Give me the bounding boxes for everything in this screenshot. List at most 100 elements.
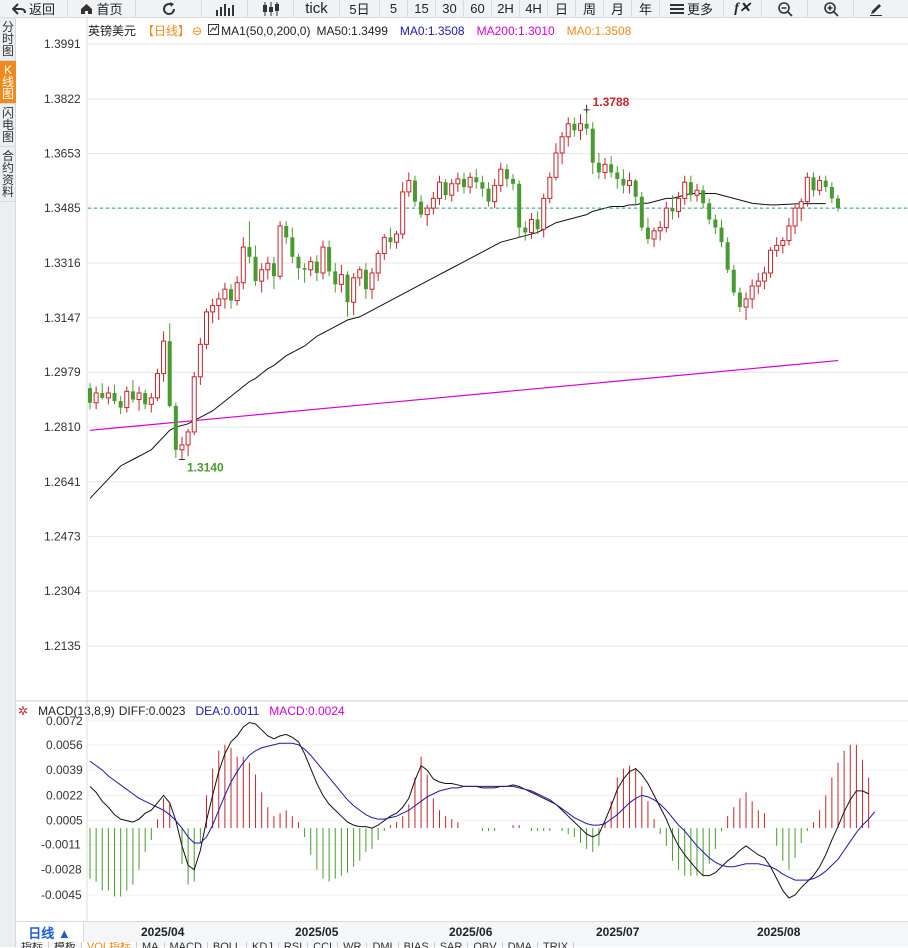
candle — [504, 164, 509, 188]
indicator-tab[interactable]: 模板 — [49, 942, 82, 948]
period-2h[interactable]: 2H — [492, 0, 520, 18]
period-year[interactable]: 年 — [632, 0, 660, 18]
candle-body — [565, 123, 571, 138]
candle — [719, 219, 724, 248]
indicator-tab[interactable]: VOL指标 — [82, 942, 138, 948]
more-button[interactable]: 更多 — [660, 0, 724, 18]
period-month[interactable]: 月 — [604, 0, 632, 18]
candle-body — [829, 187, 834, 199]
period-4h[interactable]: 4H — [520, 0, 548, 18]
indicator-tab[interactable]: CCI — [308, 942, 339, 948]
price-tick-label: 1.2135 — [44, 639, 81, 653]
indicator-tab[interactable]: OBV — [468, 942, 503, 948]
candle — [357, 266, 363, 286]
candle — [511, 174, 516, 191]
candle-body — [768, 249, 774, 274]
macd-dea-value: DEA:0.0011 — [195, 704, 260, 718]
candle — [474, 169, 479, 189]
indicator-tab[interactable]: TRIX — [538, 942, 575, 948]
indicator-tab[interactable]: KDJ — [247, 942, 279, 948]
candle — [88, 383, 92, 410]
candle-body — [167, 341, 172, 406]
candle-body — [590, 128, 595, 163]
candle-body — [621, 178, 626, 186]
indicator-tab[interactable]: DMA — [503, 942, 539, 948]
period-15min[interactable]: 15 — [408, 0, 436, 18]
indicator-tab[interactable]: WR — [338, 942, 368, 948]
home-button[interactable]: 首页 — [68, 0, 136, 18]
period-60min[interactable]: 60 — [464, 0, 492, 18]
refresh-button[interactable] — [136, 0, 202, 18]
ma0-value-b: MA0:1.3508 — [566, 23, 632, 38]
candle-body — [308, 261, 314, 271]
tab-timeshare[interactable]: 分时图 — [0, 18, 16, 61]
back-arrow-icon — [11, 2, 26, 15]
indicator-tab[interactable]: DMI — [367, 942, 399, 948]
candle-body — [651, 230, 657, 240]
date-label: 2025/07 — [596, 925, 640, 939]
tab-kline[interactable]: K线图 — [0, 61, 16, 104]
candle — [774, 237, 780, 257]
tab-flash[interactable]: 闪电图 — [0, 104, 16, 147]
period-tag[interactable]: 【日线】 — [142, 24, 191, 38]
indicator-tab[interactable]: MA — [137, 942, 165, 948]
candle — [676, 191, 682, 218]
period-week[interactable]: 周 — [576, 0, 604, 18]
formula-button[interactable]: f✕ — [724, 0, 762, 18]
tick-button[interactable]: tick — [294, 0, 340, 18]
candle — [823, 175, 828, 192]
toolbar: 返回 首页 tick 5日 5 15 30 60 2H 4H 日 周 月 年 更… — [0, 0, 908, 18]
zoom-in-button[interactable] — [808, 0, 854, 18]
indicator-icon[interactable] — [208, 23, 220, 38]
candle-body — [707, 203, 712, 220]
draw-button[interactable] — [854, 0, 898, 18]
period-30min[interactable]: 30 — [436, 0, 464, 18]
candle-body — [253, 256, 258, 282]
indicator-tab[interactable]: BOLL — [208, 942, 248, 948]
candlestick-button[interactable] — [248, 0, 294, 18]
zoom-out-button[interactable] — [762, 0, 808, 18]
candle — [486, 182, 491, 207]
candle — [811, 172, 816, 197]
indicator-tab[interactable]: RSI — [279, 942, 309, 948]
candle — [265, 256, 271, 280]
ma0-value-a: MA0:1.3508 — [399, 23, 465, 38]
candle-body — [400, 191, 406, 235]
candle — [725, 237, 730, 273]
indicator-tab[interactable]: SAR — [435, 942, 469, 948]
candle-body — [191, 376, 197, 433]
candle-body — [639, 196, 644, 228]
indicator-tab[interactable]: 指标 — [16, 942, 49, 948]
price-legend: 英镑美元 【日线】 ⊖ MA1(50,0,200,0) MA50:1.3499 … — [88, 22, 637, 39]
candle-body — [338, 274, 344, 285]
candle — [179, 436, 185, 460]
candle-body — [725, 242, 730, 270]
candle-body — [602, 163, 608, 173]
candle-body — [296, 256, 301, 269]
indicator-tab[interactable]: MACD — [165, 942, 208, 948]
candle — [406, 172, 412, 197]
tab-contract-info[interactable]: 合约资料 — [0, 147, 16, 202]
kline-chart[interactable]: 1.3991 1.3822 1.3653 1.3485 1.3316 1.3147 1.29… — [16, 18, 908, 921]
candle — [222, 282, 228, 309]
period-5min[interactable]: 5 — [380, 0, 408, 18]
period-5day[interactable]: 5日 — [340, 0, 380, 18]
period-select-button[interactable]: 日线 ▲ — [16, 922, 84, 942]
candle — [572, 117, 577, 137]
indicator-tab[interactable]: BIAS — [399, 942, 435, 948]
candle-body — [657, 227, 663, 232]
candle-body — [327, 247, 332, 272]
candle-body — [210, 304, 216, 313]
candle — [541, 193, 547, 238]
candle-body — [682, 181, 688, 199]
candle-body — [701, 190, 706, 204]
back-button[interactable]: 返回 — [0, 0, 68, 18]
home-label: 首页 — [96, 2, 123, 17]
period-day[interactable]: 日 — [548, 0, 576, 18]
candle — [203, 308, 209, 350]
settings-circle-icon[interactable]: ⊖ — [192, 23, 203, 38]
chart-type-button[interactable] — [202, 0, 248, 18]
price-tick-label: 1.3316 — [44, 256, 81, 270]
macd-settings-icon[interactable]: ✲ — [18, 704, 29, 718]
macd-tick-label: -0.0028 — [41, 863, 82, 877]
